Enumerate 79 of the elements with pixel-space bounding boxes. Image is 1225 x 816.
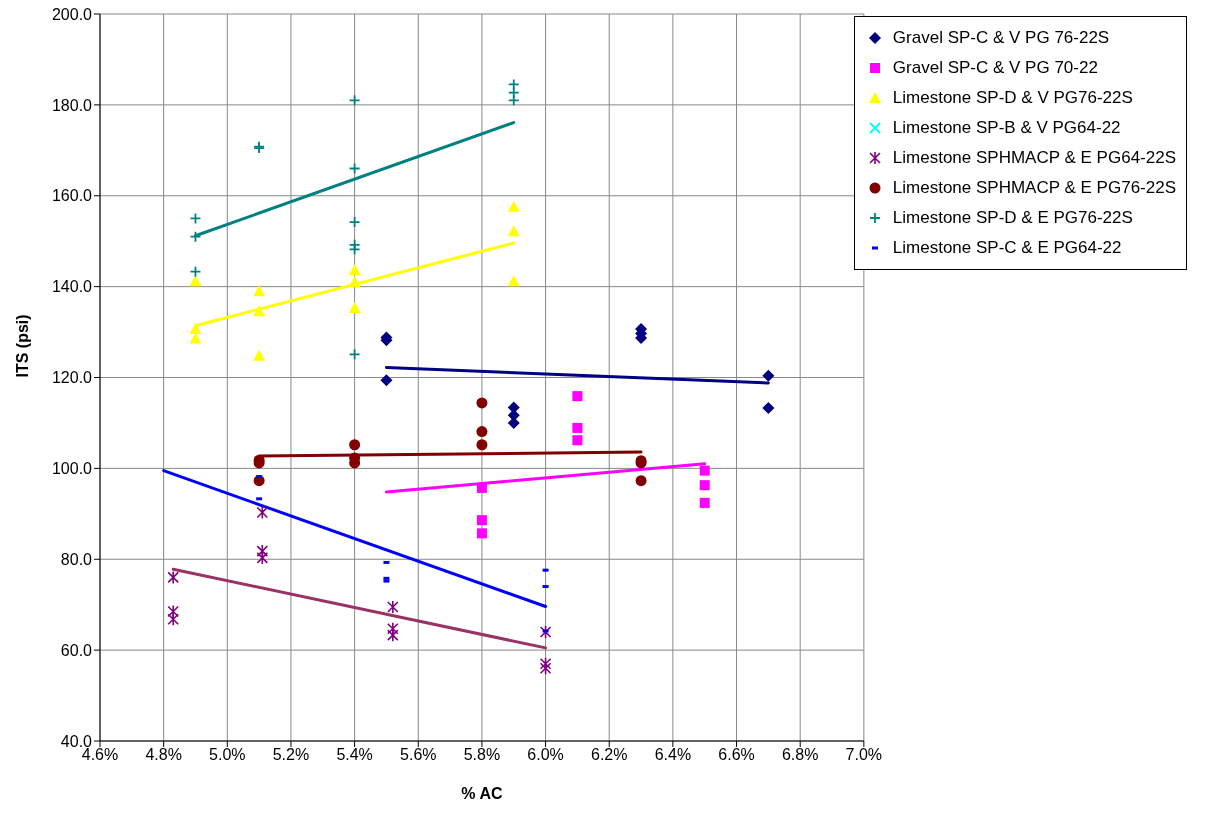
- point: [348, 264, 361, 276]
- x-tick-label: 6.4%: [654, 746, 692, 764]
- point: [476, 439, 488, 451]
- point: [167, 604, 179, 619]
- x-tick-label: 5.6%: [400, 746, 437, 764]
- point: [507, 275, 520, 287]
- point: [348, 94, 361, 107]
- point: [762, 369, 775, 382]
- x-tick-label: 6.0%: [527, 746, 564, 764]
- point: [189, 275, 202, 287]
- point: [476, 528, 487, 539]
- point: [256, 505, 269, 520]
- point: [572, 391, 583, 402]
- y-axis-title: ITS (psi): [13, 314, 31, 378]
- x-tick-label: 5.4%: [336, 746, 373, 764]
- point: [189, 212, 202, 225]
- x-axis-title: % AC: [461, 785, 503, 802]
- point: [539, 661, 552, 676]
- y-tick-label: 120.0: [51, 369, 93, 387]
- point: [348, 162, 361, 175]
- point: [507, 78, 520, 91]
- point: [167, 570, 179, 585]
- point: [476, 482, 487, 493]
- legend-label: Limestone SP-B & V PG64-22: [892, 118, 1121, 138]
- x-tick-label: 5.2%: [272, 746, 310, 764]
- x-tick-label: 6.2%: [590, 746, 628, 764]
- legend-label: Gravel SP-C & V PG 76-22S: [892, 28, 1110, 48]
- point: [189, 265, 202, 278]
- x-tick-label: 4.8%: [145, 746, 182, 764]
- point: [348, 301, 361, 313]
- point: [387, 621, 399, 636]
- point: [189, 230, 202, 243]
- point: [572, 435, 583, 446]
- y-tick-label: 100.0: [51, 460, 93, 478]
- point: [507, 200, 520, 212]
- legend-label: Gravel SP-C & V PG 70-22: [892, 58, 1098, 78]
- legend-label: Limestone SP-D & E PG76-22S: [892, 208, 1133, 228]
- legend-label: Limestone SP-C & E PG64-22: [892, 238, 1122, 258]
- point: [762, 401, 775, 414]
- point: [253, 285, 266, 297]
- point: [507, 94, 520, 107]
- point: [349, 439, 361, 451]
- point: [539, 656, 552, 671]
- point: [699, 497, 710, 508]
- legend-label: Limestone SPHMACP & E PG76-22S: [892, 178, 1176, 198]
- point: [507, 225, 520, 237]
- x-tick-label: 7.0%: [845, 746, 883, 764]
- y-tick-label: 80.0: [60, 550, 93, 568]
- point: [476, 397, 488, 409]
- point: [387, 600, 399, 614]
- point: [253, 305, 266, 317]
- y-tick-label: 180.0: [51, 96, 93, 114]
- point: [699, 465, 710, 476]
- point: [635, 475, 647, 487]
- point: [256, 551, 269, 565]
- point: [699, 480, 710, 491]
- point: [539, 625, 552, 639]
- legend-label: Limestone SP-D & V PG76-22S: [892, 88, 1133, 108]
- point: [189, 322, 202, 334]
- x-tick-label: 6.8%: [781, 746, 819, 764]
- y-tick-label: 200.0: [51, 5, 93, 23]
- point: [348, 348, 361, 361]
- point: [572, 422, 583, 433]
- y-tick-label: 140.0: [51, 278, 93, 296]
- point: [253, 349, 266, 361]
- point: [476, 426, 488, 438]
- x-tick-label: 5.8%: [463, 746, 501, 764]
- x-tick-label: 5.0%: [209, 746, 246, 764]
- point: [380, 374, 393, 387]
- point: [348, 216, 361, 228]
- point: [256, 544, 269, 558]
- point: [387, 628, 399, 642]
- point: [167, 612, 179, 627]
- x-tick-label: 4.6%: [81, 746, 119, 764]
- x-tick-label: 6.6%: [718, 746, 755, 764]
- point: [476, 515, 487, 526]
- legend-label: Limestone SPHMACP & E PG64-22S: [892, 148, 1176, 168]
- y-tick-label: 60.0: [60, 641, 93, 659]
- y-tick-label: 160.0: [51, 187, 93, 205]
